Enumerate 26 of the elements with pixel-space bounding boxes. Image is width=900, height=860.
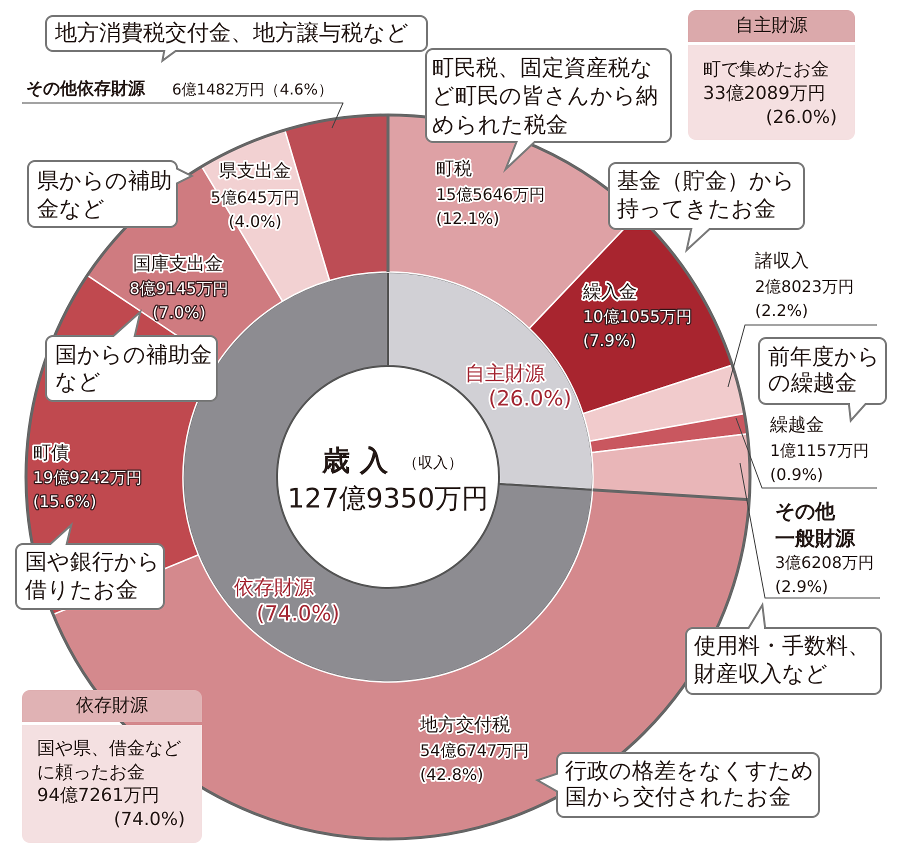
data-label: 19億9242万円 (15.6%) [33,468,142,511]
slice-label: 町税 [436,158,472,180]
text: 歳 入 [321,444,389,478]
data-label: 10億1055万円 (7.9%) [583,306,692,350]
data-label: 6億1482万円（4.6%） [172,80,333,98]
slice-label: 諸収入 [755,250,809,272]
data-label: 15億5646万円 (12.1%) [436,184,546,228]
data-label: 1億1157万円 (0.9%) [770,440,869,484]
data-label: (74.0%) [256,602,340,626]
data-label: 5億645万円 (4.0%) [210,188,300,231]
data-label: 8億9145万円 (7.0%) [130,278,228,322]
text: 127億9350万円 [287,484,489,515]
slice-label: 町債 [33,442,69,464]
data-label: 3億6208万円 (2.9%) [775,552,874,596]
slice-label: 自主財源 [465,361,545,386]
slice-label: 地方交付税 [419,714,510,736]
data-label: 2億8023万円 (2.2%) [755,276,854,320]
data-label: (26.0%) [488,386,572,411]
slice-label: その他依存財源 [26,79,146,100]
slice-label: 県支出金 [219,160,291,182]
slice-label: その他一般財源 [775,499,856,550]
slice-label: 依存財源 [234,575,314,600]
data-label: 54億6747万円 (42.8%) [420,740,530,784]
slice-label: 国庫支出金 [133,253,223,274]
text: （収入） [403,453,463,472]
slice-label: 繰入金 [582,281,637,302]
